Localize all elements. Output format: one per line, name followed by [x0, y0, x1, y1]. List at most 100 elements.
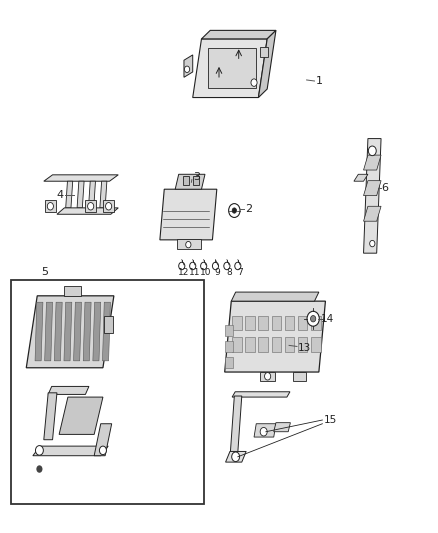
Polygon shape — [59, 397, 103, 434]
Polygon shape — [364, 206, 381, 221]
Polygon shape — [226, 451, 246, 462]
Polygon shape — [83, 302, 91, 361]
Bar — [298, 316, 307, 330]
Polygon shape — [102, 302, 110, 361]
Polygon shape — [225, 301, 325, 372]
Circle shape — [106, 203, 112, 210]
Polygon shape — [88, 181, 95, 208]
Circle shape — [232, 452, 240, 462]
Circle shape — [212, 262, 219, 270]
Circle shape — [251, 79, 257, 86]
Circle shape — [235, 262, 241, 270]
Polygon shape — [184, 55, 193, 77]
Circle shape — [190, 262, 196, 270]
Bar — [258, 316, 268, 330]
Polygon shape — [48, 386, 89, 394]
Circle shape — [307, 311, 319, 326]
Bar — [45, 200, 56, 212]
Polygon shape — [201, 30, 276, 39]
Circle shape — [201, 262, 207, 270]
Polygon shape — [364, 181, 381, 196]
Bar — [225, 341, 233, 352]
Polygon shape — [254, 424, 276, 437]
Circle shape — [179, 262, 185, 270]
Bar — [104, 316, 113, 333]
Circle shape — [36, 465, 42, 473]
Polygon shape — [231, 292, 319, 301]
Bar — [245, 316, 255, 330]
Polygon shape — [100, 181, 107, 208]
Text: 1: 1 — [315, 76, 322, 86]
Circle shape — [311, 316, 316, 322]
Text: 2: 2 — [245, 205, 252, 214]
Circle shape — [368, 146, 376, 156]
Bar — [285, 316, 294, 330]
Text: 13: 13 — [298, 343, 311, 352]
Polygon shape — [54, 302, 62, 361]
Bar — [208, 48, 256, 88]
Circle shape — [232, 208, 237, 213]
Text: 7: 7 — [237, 268, 243, 277]
Bar — [311, 316, 321, 330]
Polygon shape — [44, 175, 118, 181]
Polygon shape — [232, 392, 290, 397]
Polygon shape — [354, 174, 368, 181]
Polygon shape — [26, 296, 114, 368]
Polygon shape — [364, 155, 381, 170]
Circle shape — [99, 446, 106, 455]
Text: 3: 3 — [193, 173, 200, 182]
Polygon shape — [94, 424, 112, 456]
Text: 5: 5 — [42, 267, 49, 277]
Circle shape — [35, 446, 43, 455]
Bar — [272, 337, 281, 352]
Bar — [258, 337, 268, 352]
Polygon shape — [33, 446, 108, 456]
Bar — [103, 200, 114, 212]
Text: 15: 15 — [324, 415, 337, 425]
Bar — [311, 337, 321, 352]
Circle shape — [224, 262, 230, 270]
Bar — [193, 176, 199, 185]
Circle shape — [265, 373, 271, 380]
Polygon shape — [74, 302, 81, 361]
Text: 12: 12 — [178, 268, 190, 277]
Polygon shape — [44, 393, 57, 440]
Bar — [225, 357, 233, 368]
Polygon shape — [364, 139, 381, 253]
Circle shape — [88, 203, 94, 210]
Polygon shape — [35, 302, 43, 361]
Polygon shape — [160, 189, 217, 240]
Bar — [298, 337, 307, 352]
Text: 6: 6 — [381, 183, 388, 192]
Polygon shape — [193, 39, 267, 98]
Polygon shape — [57, 208, 118, 214]
Polygon shape — [230, 396, 242, 458]
Circle shape — [186, 241, 191, 248]
Circle shape — [229, 204, 240, 217]
Polygon shape — [258, 30, 276, 98]
Circle shape — [370, 240, 375, 247]
Polygon shape — [77, 181, 84, 208]
Polygon shape — [93, 302, 101, 361]
Bar — [245, 337, 255, 352]
Bar — [64, 286, 81, 296]
Circle shape — [184, 66, 190, 72]
Polygon shape — [175, 174, 205, 189]
Polygon shape — [274, 423, 290, 432]
Text: 9: 9 — [215, 268, 221, 277]
Polygon shape — [66, 181, 73, 208]
Bar — [260, 372, 275, 381]
Text: 8: 8 — [226, 268, 232, 277]
Text: 10: 10 — [200, 268, 212, 277]
Polygon shape — [64, 302, 72, 361]
Text: 14: 14 — [321, 314, 334, 324]
Circle shape — [47, 203, 53, 210]
Bar — [177, 239, 201, 249]
Bar — [232, 337, 242, 352]
Polygon shape — [45, 302, 53, 361]
Bar — [260, 47, 268, 57]
Text: 4: 4 — [56, 190, 63, 199]
Bar — [285, 337, 294, 352]
Bar — [272, 316, 281, 330]
Text: 11: 11 — [189, 268, 201, 277]
